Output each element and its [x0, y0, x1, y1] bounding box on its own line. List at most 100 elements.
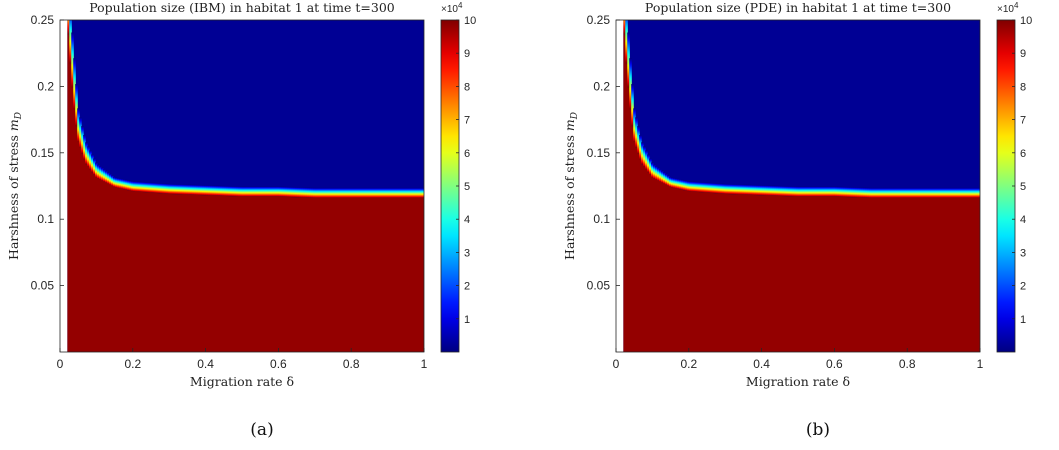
heatmap-cell-transition: [641, 142, 644, 165]
heatmap-cell-high: [972, 197, 975, 352]
heatmap-cell-transition: [285, 186, 288, 197]
heatmap-cell-high: [126, 190, 130, 352]
heatmap-cell-transition: [318, 187, 322, 198]
heatmap-cell-high: [239, 196, 243, 352]
heatmap-cell-high: [406, 197, 409, 352]
heatmap-cell-high: [97, 178, 100, 352]
heatmap-cell-transition: [966, 187, 969, 198]
heatmap-cell-high: [388, 197, 391, 352]
heatmap-cell-transition: [271, 186, 274, 197]
colorbar-tick-label: 5: [1020, 181, 1026, 193]
heatmap-cell-transition: [783, 186, 787, 197]
heatmap-cell-high: [243, 196, 247, 352]
heatmap-cell-high: [273, 196, 276, 352]
heatmap-cell-high: [211, 195, 215, 352]
heatmap-cell-high: [346, 197, 350, 352]
heatmap-cell-transition: [853, 187, 856, 198]
heatmap-cell-high: [79, 147, 82, 352]
heatmap-cell-high: [176, 194, 179, 352]
heatmap-cell-transition: [104, 170, 108, 183]
heatmap-cell-high: [255, 196, 259, 352]
heatmap-cell-transition: [720, 183, 723, 194]
y-tick-label: 0.25: [587, 13, 611, 27]
heatmap-cell-high: [656, 180, 660, 352]
heatmap-cell-transition: [773, 185, 777, 196]
heatmap-cell-transition: [392, 187, 395, 198]
heatmap-cell-transition: [734, 184, 737, 195]
heatmap-cell-high: [267, 196, 271, 352]
heatmap-cell-transition: [253, 186, 257, 197]
heatmap-cell-high: [637, 153, 640, 352]
heatmap-cell-high: [132, 191, 136, 352]
heatmap-cell-transition: [416, 187, 419, 198]
heatmap-cell-high: [760, 195, 763, 352]
heatmap-cell-high: [825, 196, 829, 352]
heatmap-cell-high: [192, 194, 195, 352]
heatmap-cell-transition: [350, 187, 354, 198]
heatmap-cell-transition: [289, 187, 292, 198]
heatmap-cell-transition: [215, 185, 219, 196]
heatmap-cell-high: [839, 196, 842, 352]
heatmap-cell-high: [625, 63, 628, 352]
heatmap-cell-high: [354, 197, 358, 352]
heatmap-cell-high: [775, 195, 779, 352]
caption-a: (a): [250, 420, 274, 440]
heatmap-cell-high: [708, 192, 712, 352]
heatmap-cell-high: [718, 193, 721, 352]
heatmap-cell-high: [811, 196, 815, 352]
heatmap-cell-transition: [722, 183, 725, 194]
heatmap-cell-high: [752, 194, 755, 352]
heatmap-cell-transition: [916, 187, 920, 198]
heatmap-cell-transition: [948, 187, 951, 198]
heatmap-cell-transition: [267, 186, 271, 197]
heatmap-cell-transition: [376, 187, 380, 198]
colorbar-multiplier: ×104: [441, 1, 463, 15]
heatmap-cell-transition: [206, 185, 209, 196]
heatmap-cell-transition: [924, 187, 928, 198]
heatmap-cell-high: [762, 195, 765, 352]
heatmap-cell-transition: [336, 187, 340, 198]
heatmap-cell-high: [734, 194, 737, 352]
heatmap-cell-high: [237, 196, 241, 352]
heatmap-cell-transition: [656, 167, 660, 181]
heatmap-cell-high: [742, 194, 745, 352]
heatmap-cell-transition: [338, 187, 342, 198]
heatmap-cell-high: [914, 197, 918, 352]
heatmap-cell-transition: [160, 183, 164, 194]
heatmap-cell-transition: [732, 184, 735, 195]
heatmap-cell-high: [364, 197, 368, 352]
heatmap-cell-high: [738, 194, 741, 352]
heatmap-cell-transition: [785, 186, 789, 197]
heatmap-cell-high: [287, 196, 290, 352]
heatmap-cell-transition: [237, 186, 241, 197]
heatmap-cell-transition: [750, 184, 753, 195]
heatmap-cell-transition: [315, 187, 318, 198]
heatmap-cell-high: [871, 197, 874, 352]
heatmap-cell-transition: [658, 169, 662, 182]
heatmap-cell-transition: [754, 185, 757, 196]
heatmap-cell-high: [880, 197, 884, 352]
heatmap-cell-high: [378, 197, 382, 352]
heatmap-cell-transition: [872, 187, 876, 198]
heatmap-field: [616, 20, 980, 352]
heatmap-cell-high: [821, 196, 825, 352]
heatmap-cell-transition: [706, 182, 710, 193]
heatmap-cell-transition: [249, 186, 253, 197]
heatmap-cell-high: [892, 197, 896, 352]
heatmap-cell-high: [872, 197, 876, 352]
heatmap-cell-transition: [291, 187, 294, 198]
heatmap-cell-high: [384, 197, 387, 352]
heatmap-cell-high: [876, 197, 880, 352]
heatmap-cell-transition: [825, 186, 829, 197]
heatmap-cell-high: [168, 193, 171, 352]
heatmap-cell-transition: [894, 187, 898, 198]
y-tick-label: 0.05: [31, 279, 55, 293]
y-tick-label: 0.15: [31, 146, 55, 160]
heatmap-cell-high: [769, 195, 773, 352]
heatmap-cell-transition: [366, 187, 370, 198]
heatmap-cell-high: [299, 197, 302, 352]
heatmap-cell-high: [382, 197, 385, 352]
heatmap-cell-high: [805, 196, 809, 352]
heatmap-cell-transition: [674, 178, 678, 189]
heatmap-cell-transition: [202, 185, 205, 196]
